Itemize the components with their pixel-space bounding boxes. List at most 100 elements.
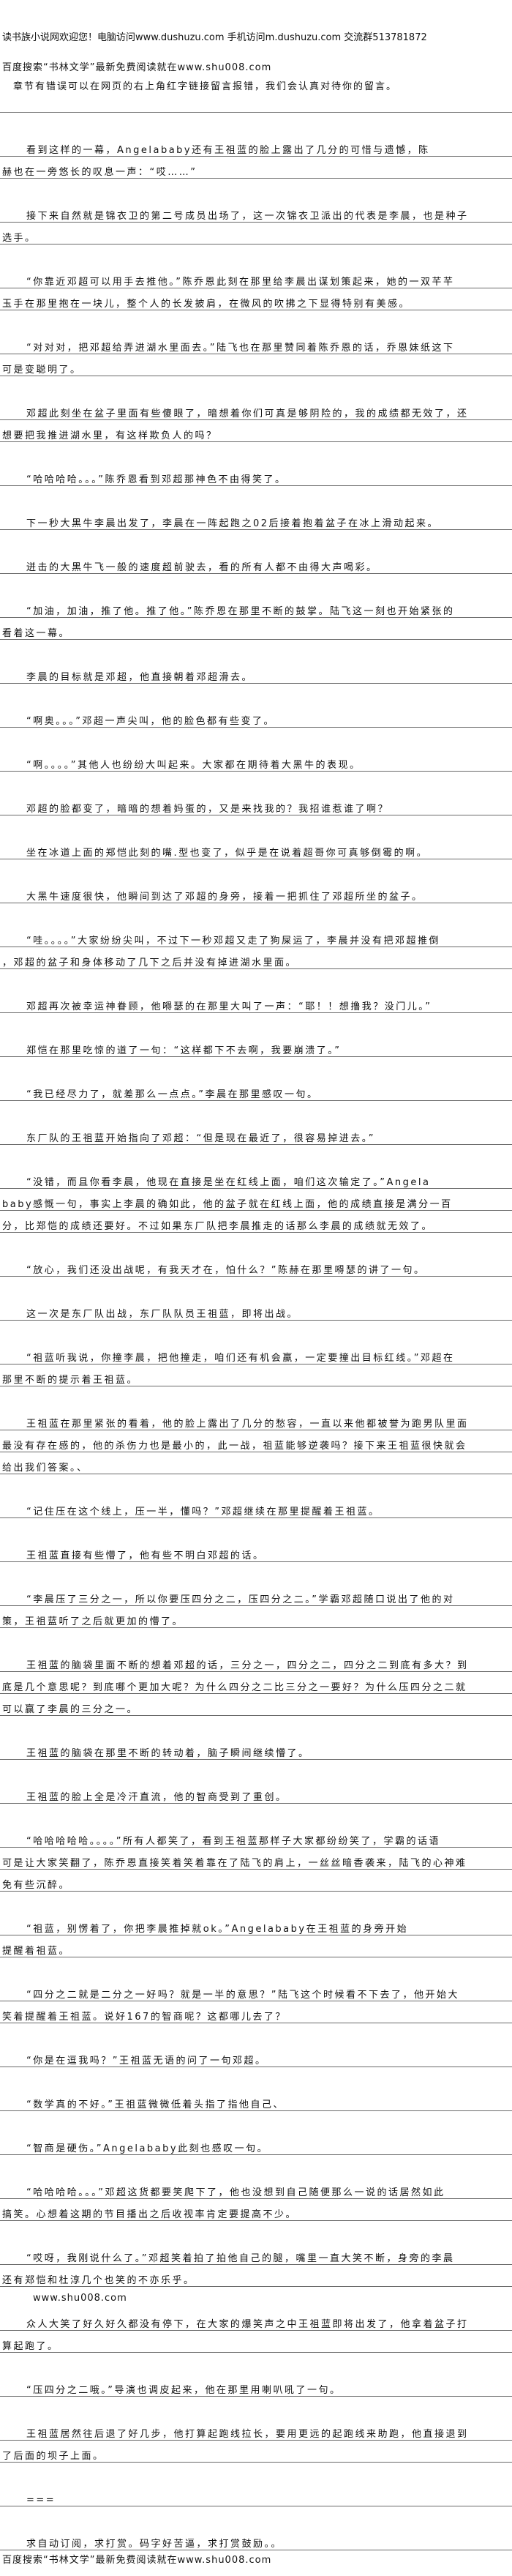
paragraph-line: “没错，而且你看李晨，他现在直接是坐在红线上面，咱们这次输定了。”Angela bbox=[0, 1167, 512, 1189]
footer-search-promo: 百度搜索“书林文学”最新免费阅读就在www.shu008.com bbox=[2, 2555, 272, 2566]
chapter-content: 看到这样的一幕，Angelababy还有王祖蓝的脸上露出了几分的可惜与遗憾，陈赫… bbox=[0, 135, 512, 2550]
paragraph: 这一次是东厂队出战，东厂队队员王祖蓝，即将出战。 bbox=[0, 1299, 512, 1321]
paragraph: “压四分之二哦。”导演也调皮起来，他在那里用喇叭吼了一句。 bbox=[0, 2375, 512, 2397]
paragraph-line: 看到这样的一幕，Angelababy还有王祖蓝的脸上露出了几分的可惜与遗憾，陈 bbox=[0, 135, 512, 157]
inline-site-link-text: www.shu008.com bbox=[33, 2293, 127, 2304]
paragraph: “数学真的不好。”王祖蓝微微低着头指了指他自己、 bbox=[0, 2089, 512, 2111]
paragraph-line: 东厂队的王祖蓝开始指向了邓超：“但是现在最近了，很容易掉进去。” bbox=[0, 1123, 512, 1145]
paragraph-line: 大黑牛速度很快，他瞬间到达了邓超的身旁，接着一把抓住了邓超所坐的盆子。 bbox=[0, 881, 512, 903]
paragraph-line: “压四分之二哦。”导演也调皮起来，他在那里用喇叭吼了一句。 bbox=[0, 2375, 512, 2397]
paragraph-line: 求自动订阅，求打赏。码字好苦逼，求打赏鼓励。。 bbox=[0, 2528, 512, 2550]
paragraph: 王祖蓝居然往后退了好几步，他打算起跑线拉长，要用更远的起跑线来助跑，他直接退到了… bbox=[0, 2419, 512, 2463]
paragraph-line: 笑着提醒着王祖蓝。说好167的智商呢？这都哪儿去了？ bbox=[0, 2001, 512, 2023]
paragraph-line: “你是在逗我吗？”王祖蓝无语的问了一句邓超。 bbox=[0, 2045, 512, 2067]
paragraph-line: 提醒着祖蓝。 bbox=[0, 1935, 512, 1957]
paragraph-line: 那里不断的提示着王祖蓝。 bbox=[0, 1364, 512, 1386]
paragraph: 邓超再次被幸运神眷顾，他嘚瑟的在那里大叫了一声：“耶！！想撸我？没门儿。” bbox=[0, 991, 512, 1013]
paragraph-line: “李晨压了三分之一，所以你要压四分之二，压四分之二。”学霸邓超随口说出了他的对 bbox=[0, 1584, 512, 1606]
paragraph-line: 搞笑。心想着这期的节目播出之后收视率肯定要提高不少。 bbox=[0, 2199, 512, 2221]
paragraph-line: “哈哈哈哈哈。。。。”所有人都笑了，看到王祖蓝那样子大家都纷纷笑了，学霸的话语 bbox=[0, 1826, 512, 1848]
paragraph: 看到这样的一幕，Angelababy还有王祖蓝的脸上露出了几分的可惜与遗憾，陈赫… bbox=[0, 135, 512, 179]
paragraph-line: 免有些沉醉。 bbox=[0, 1870, 512, 1892]
paragraph-line: “祖蓝听我说，你撞李晨，把他撞走，咱们还有机会赢，一定要撞出目标红线。”邓超在 bbox=[0, 1343, 512, 1364]
paragraph-line: “祖蓝，别愣着了，你把李晨推掉就ok。”Angelababy在王祖蓝的身旁开始 bbox=[0, 1914, 512, 1935]
paragraph: “哈哈哈哈。。。”陈乔恩看到邓超那神色不由得笑了。 bbox=[0, 464, 512, 486]
error-report-notice: 章节有错误可以在网页的右上角红字链接留言报错，我们会认真对待你的留言。 bbox=[13, 81, 398, 92]
paragraph-line: 坐在冰道上面的郑恺此刻的嘴.型也变了，似乎是在说着超哥你可真够倒霉的啊。 bbox=[0, 837, 512, 859]
paragraph: 邓超的脸都变了，暗暗的想着妈蛋的，又是来找我的？我招谁惹谁了啊？ bbox=[0, 794, 512, 815]
paragraph-line: “数学真的不好。”王祖蓝微微低着头指了指他自己、 bbox=[0, 2089, 512, 2111]
paragraph: === bbox=[0, 2484, 512, 2506]
paragraph: “哎呀，我刚说什么了。”邓超笑着拍了拍他自己的腿，嘴里一直大笑不断，身旁的李晨还… bbox=[0, 2243, 512, 2287]
paragraph-line: 可是让大家笑翻了，陈乔恩直接笑着笑着靠在了陆飞的肩上，一丝丝暗香袭来，陆飞的心神… bbox=[0, 1848, 512, 1870]
paragraph: 王祖蓝的脑袋在那里不断的转动着，脑子瞬间继续懵了。 bbox=[0, 1738, 512, 1760]
paragraph-line: “记住压在这个线上，压一半，懂吗？”邓超继续在那里提醒着王祖蓝。 bbox=[0, 1496, 512, 1518]
paragraph: 大黑牛速度很快，他瞬间到达了邓超的身旁，接着一把抓住了邓超所坐的盆子。 bbox=[0, 881, 512, 903]
paragraph: 王祖蓝的脑袋里面不断的想着邓超的话，三分之一，四分之二，四分之二到底有多大？到底… bbox=[0, 1650, 512, 1716]
paragraph-line: 想要把我推进湖水里，有这样欺负人的吗？ bbox=[0, 420, 512, 442]
paragraph: “祖蓝听我说，你撞李晨，把他撞走，咱们还有机会赢，一定要撞出目标红线。”邓超在那… bbox=[0, 1343, 512, 1386]
paragraph-line: 分，比郑恺的成绩还要好。不过如果东厂队把李晨推走的话那么李晨的成绩就无效了。 bbox=[0, 1211, 512, 1233]
paragraph: “你是在逗我吗？”王祖蓝无语的问了一句邓超。 bbox=[0, 2045, 512, 2067]
paragraph: “记住压在这个线上，压一半，懂吗？”邓超继续在那里提醒着王祖蓝。 bbox=[0, 1496, 512, 1518]
paragraph: “啊。。。。”其他人也纷纷大叫起来。大家都在期待着大黑牛的表现。 bbox=[0, 750, 512, 772]
paragraph: 王祖蓝在那里紧张的看着，他的脸上露出了几分的愁容，一直以来他都被誉为跑男队里面最… bbox=[0, 1408, 512, 1474]
site-welcome-text: 读书族小说网欢迎您！电脑访问www.dushuzu.com 手机访问m.dush… bbox=[2, 32, 427, 43]
paragraph: 东厂队的王祖蓝开始指向了邓超：“但是现在最近了，很容易掉进去。” bbox=[0, 1123, 512, 1145]
paragraph: 下一秒大黑牛李晨出发了，李晨在一阵起跑之02后接着抱着盆子在冰上滑动起来。 bbox=[0, 508, 512, 530]
paragraph: “啊奥。。。”邓超一声尖叫，他的脸色都有些变了。 bbox=[0, 706, 512, 728]
paragraph: “哈哈哈哈哈。。。。”所有人都笑了，看到王祖蓝那样子大家都纷纷笑了，学霸的话语可… bbox=[0, 1826, 512, 1892]
paragraph: 王祖蓝直接有些懵了，他有些不明白邓超的话。 bbox=[0, 1540, 512, 1562]
paragraph: “放心，我们还没出战呢，有我天才在，怕什么？”陈赫在那里嘚瑟的讲了一句。 bbox=[0, 1255, 512, 1277]
paragraph: 邓超此刻坐在盆子里面有些傻眼了，暗想着你们可真是够阴险的，我的成绩都无效了，还想… bbox=[0, 398, 512, 442]
paragraph: “哈哈哈哈。。。”邓超这货都要笑爬下了，他也没想到自己随便那么一说的话居然如此搞… bbox=[0, 2177, 512, 2221]
paragraph-line: 了后面的坝子上面。 bbox=[0, 2441, 512, 2463]
paragraph: “智商是硬伤。”Angelababy此刻也感叹一句。 bbox=[0, 2133, 512, 2155]
paragraph-line: 李晨的目标就是邓超，他直接朝着邓超滑去。 bbox=[0, 662, 512, 684]
paragraph: 众人大笑了好久好久都没有停下，在大家的爆笑声之中王祖蓝即将出发了，他拿着盆子打算… bbox=[0, 2309, 512, 2353]
paragraph-line: “啊奥。。。”邓超一声尖叫，他的脸色都有些变了。 bbox=[0, 706, 512, 728]
paragraph-line: 可以赢了李晨的三分之一。 bbox=[0, 1694, 512, 1716]
paragraph: 李晨的目标就是邓超，他直接朝着邓超滑去。 bbox=[0, 662, 512, 684]
paragraph-line: “哇。。。。”大家纷纷尖叫，不过下一秒邓超又走了狗屎运了，李晨并没有把邓超推倒 bbox=[0, 925, 512, 947]
paragraph-line: “四分之二就是二分之一好吗？就是一半的意思？”陆飞这个时候看不下去了，他开始大 bbox=[0, 1979, 512, 2001]
paragraph-line: 看着这一幕。 bbox=[0, 618, 512, 640]
paragraph-line: 王祖蓝在那里紧张的看着，他的脸上露出了几分的愁容，一直以来他都被誉为跑男队里面 bbox=[0, 1408, 512, 1430]
paragraph-line: 邓超的脸都变了，暗暗的想着妈蛋的，又是来找我的？我招谁惹谁了啊？ bbox=[0, 794, 512, 815]
paragraph: 郑恺在那里吃惊的道了一句：“这样都下不去啊，我要崩溃了。” bbox=[0, 1035, 512, 1057]
paragraph-line: 王祖蓝的脸上全是冷汗直流，他的智商受到了重创。 bbox=[0, 1782, 512, 1804]
paragraph: “没错，而且你看李晨，他现在直接是坐在红线上面，咱们这次输定了。”Angela b… bbox=[0, 1167, 512, 1233]
paragraph-line: 最没有存在感的，他的杀伤力也是最小的，此一战，祖蓝能够逆袭吗？接下来王祖蓝很快就… bbox=[0, 1430, 512, 1452]
paragraph-line: 邓超再次被幸运神眷顾，他嘚瑟的在那里大叫了一声：“耶！！想撸我？没门儿。” bbox=[0, 991, 512, 1013]
paragraph-line: 选手。 bbox=[0, 223, 512, 244]
paragraph-line: “放心，我们还没出战呢，有我天才在，怕什么？”陈赫在那里嘚瑟的讲了一句。 bbox=[0, 1255, 512, 1277]
paragraph-line: === bbox=[0, 2484, 512, 2506]
paragraph-line: baby感慨一句，事实上李晨的确如此，他的盆子就在红线上面，他的成绩直接是满分一… bbox=[0, 1189, 512, 1211]
paragraph-line: 下一秒大黑牛李晨出发了，李晨在一阵起跑之02后接着抱着盆子在冰上滑动起来。 bbox=[0, 508, 512, 530]
paragraph-line: 底是几个意思呢？到底哪个更加大呢？为什么四分之二比三分之一要好？为什么压四分之二… bbox=[0, 1672, 512, 1694]
paragraph-line: 玉手在那里抱在一块儿，整个人的长发披肩，在微风的吹拂之下显得特别有美感。 bbox=[0, 288, 512, 310]
paragraph: 坐在冰道上面的郑恺此刻的嘴.型也变了，似乎是在说着超哥你可真够倒霉的啊。 bbox=[0, 837, 512, 859]
paragraph: “祖蓝，别愣着了，你把李晨推掉就ok。”Angelababy在王祖蓝的身旁开始提… bbox=[0, 1914, 512, 1957]
paragraph-line: “哈哈哈哈。。。”邓超这货都要笑爬下了，他也没想到自己随便那么一说的话居然如此 bbox=[0, 2177, 512, 2199]
paragraph: “你靠近邓超可以用手去推他。”陈乔恩此刻在那里给李晨出谋划策起来，她的一双芊芊玉… bbox=[0, 266, 512, 310]
paragraph-line: 算起跑了。 bbox=[0, 2331, 512, 2353]
paragraph-line: ，邓超的盆子和身体移动了几下之后并没有掉进湖水里面。 bbox=[0, 947, 512, 969]
paragraph-line: “对对对，把邓超给弄进湖水里面去。”陆飞也在那里赞同着陈乔恩的话，乔恩妹纸这下 bbox=[0, 332, 512, 354]
paragraph: 王祖蓝的脸上全是冷汗直流，他的智商受到了重创。 bbox=[0, 1782, 512, 1804]
paragraph-line: “啊。。。。”其他人也纷纷大叫起来。大家都在期待着大黑牛的表现。 bbox=[0, 750, 512, 772]
paragraph-line: 王祖蓝的脑袋在那里不断的转动着，脑子瞬间继续懵了。 bbox=[0, 1738, 512, 1760]
paragraph-line: 还有郑恺和杜淳几个也笑的不亦乐乎。 bbox=[0, 2265, 512, 2287]
paragraph: “对对对，把邓超给弄进湖水里面去。”陆飞也在那里赞同着陈乔恩的话，乔恩妹纸这下可… bbox=[0, 332, 512, 376]
paragraph-line: “哎呀，我刚说什么了。”邓超笑着拍了拍他自己的腿，嘴里一直大笑不断，身旁的李晨 bbox=[0, 2243, 512, 2265]
paragraph: 迸击的大黑牛飞一般的速度超前驶去，看的所有人都不由得大声喝彩。 bbox=[0, 552, 512, 574]
paragraph-line: 可是变聪明了。 bbox=[0, 354, 512, 376]
paragraph: 接下来自然就是锦衣卫的第二号成员出场了，这一次锦衣卫派出的代表是李晨，也是种子选… bbox=[0, 201, 512, 244]
paragraph-line: “加油，加油，推了他。推了他。”陈乔恩在那里不断的鼓掌。陆飞这一刻也开始紧张的 bbox=[0, 596, 512, 618]
paragraph: 求自动订阅，求打赏。码字好苦逼，求打赏鼓励。。 bbox=[0, 2528, 512, 2550]
paragraph-line: 接下来自然就是锦衣卫的第二号成员出场了，这一次锦衣卫派出的代表是李晨，也是种子 bbox=[0, 201, 512, 223]
paragraph-line: 迸击的大黑牛飞一般的速度超前驶去，看的所有人都不由得大声喝彩。 bbox=[0, 552, 512, 574]
paragraph-line: “哈哈哈哈。。。”陈乔恩看到邓超那神色不由得笑了。 bbox=[0, 464, 512, 486]
paragraph: “我已经尽力了，就差那么一点点。”李晨在那里感叹一句。 bbox=[0, 1079, 512, 1101]
